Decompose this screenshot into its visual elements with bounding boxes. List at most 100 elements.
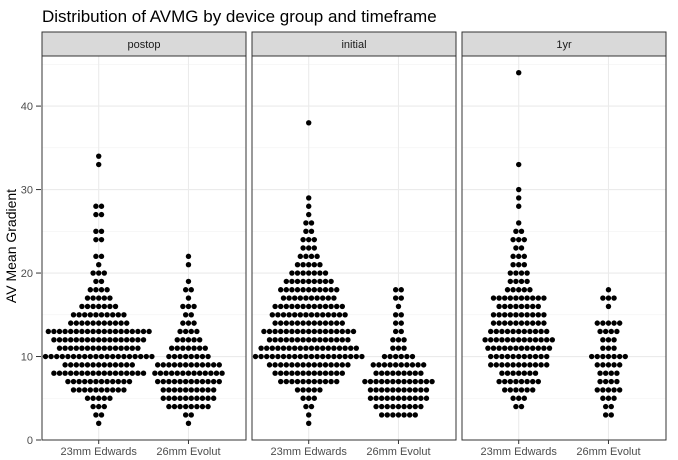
- data-point: [608, 370, 614, 376]
- data-point: [272, 362, 278, 368]
- data-point: [367, 395, 374, 401]
- data-point: [605, 395, 612, 401]
- data-point: [56, 337, 63, 343]
- data-point: [199, 362, 206, 368]
- data-point: [101, 403, 108, 410]
- data-point: [90, 337, 96, 343]
- data-point: [118, 345, 124, 351]
- data-point: [328, 278, 334, 285]
- data-point: [616, 387, 623, 393]
- data-point: [185, 337, 192, 343]
- data-point: [406, 387, 413, 393]
- data-point: [124, 337, 130, 343]
- data-point: [79, 328, 85, 335]
- data-point: [518, 270, 525, 276]
- data-point: [118, 370, 124, 376]
- data-point: [516, 287, 522, 293]
- data-point: [306, 203, 312, 209]
- data-point: [303, 353, 309, 360]
- data-point: [62, 337, 68, 343]
- data-point: [110, 378, 116, 385]
- data-point: [182, 353, 189, 360]
- data-point: [423, 378, 430, 385]
- data-point: [616, 353, 623, 360]
- data-point: [143, 353, 150, 360]
- data-point: [82, 387, 88, 393]
- data-point: [415, 362, 421, 368]
- data-point: [303, 253, 309, 260]
- data-point: [334, 378, 340, 385]
- data-point: [493, 337, 500, 343]
- data-point: [286, 295, 292, 301]
- data-point: [331, 353, 337, 360]
- data-point: [507, 303, 514, 310]
- data-point: [289, 328, 295, 335]
- data-point: [93, 287, 99, 293]
- data-point: [292, 312, 298, 318]
- data-point: [289, 378, 295, 385]
- data-point: [499, 370, 505, 376]
- data-point: [98, 203, 105, 209]
- data-point: [378, 395, 385, 401]
- data-point: [510, 253, 516, 260]
- data-point: [381, 353, 388, 360]
- chart-title: Distribution of AVMG by device group and…: [42, 7, 437, 26]
- data-point: [202, 345, 208, 351]
- data-point: [418, 387, 424, 393]
- data-point: [516, 362, 522, 368]
- data-point: [191, 337, 197, 343]
- data-point: [390, 387, 396, 393]
- data-point: [101, 337, 108, 343]
- data-point: [140, 337, 147, 343]
- data-point: [496, 345, 502, 351]
- data-point: [373, 403, 379, 410]
- data-point: [177, 328, 183, 335]
- data-point: [518, 312, 525, 318]
- data-point: [535, 320, 542, 326]
- data-point: [68, 320, 74, 326]
- data-point: [418, 370, 424, 376]
- facet-strip: [461, 31, 667, 57]
- data-point: [504, 287, 511, 293]
- data-point: [392, 295, 399, 301]
- data-point: [300, 320, 306, 326]
- data-point: [98, 312, 105, 318]
- data-point: [278, 328, 284, 335]
- data-point: [283, 287, 290, 293]
- data-point: [513, 312, 519, 318]
- data-point: [334, 362, 340, 368]
- data-point: [294, 303, 301, 310]
- data-point: [605, 345, 612, 351]
- data-point: [392, 362, 399, 368]
- data-point: [320, 295, 326, 301]
- data-point: [322, 303, 329, 310]
- data-point: [258, 353, 264, 360]
- data-point: [373, 370, 379, 376]
- panel-background: [462, 56, 666, 440]
- data-point: [93, 253, 99, 260]
- data-point: [605, 387, 612, 393]
- data-point: [530, 378, 536, 385]
- data-point: [300, 236, 306, 243]
- data-point: [353, 353, 360, 360]
- data-point: [278, 320, 284, 326]
- data-point: [544, 328, 550, 335]
- data-point: [76, 312, 82, 318]
- data-point: [269, 345, 276, 351]
- data-point: [93, 378, 99, 385]
- data-point: [317, 370, 323, 376]
- data-point: [129, 362, 136, 368]
- data-point: [289, 303, 295, 310]
- data-point: [185, 253, 192, 260]
- data-point: [213, 370, 220, 376]
- data-point: [611, 345, 617, 351]
- data-point: [516, 261, 522, 268]
- data-point: [297, 295, 304, 301]
- data-point: [294, 387, 301, 393]
- data-point: [84, 362, 91, 368]
- data-point: [395, 303, 402, 310]
- data-point: [490, 295, 497, 301]
- data-point: [191, 370, 197, 376]
- data-point: [311, 261, 318, 268]
- data-point: [328, 287, 334, 293]
